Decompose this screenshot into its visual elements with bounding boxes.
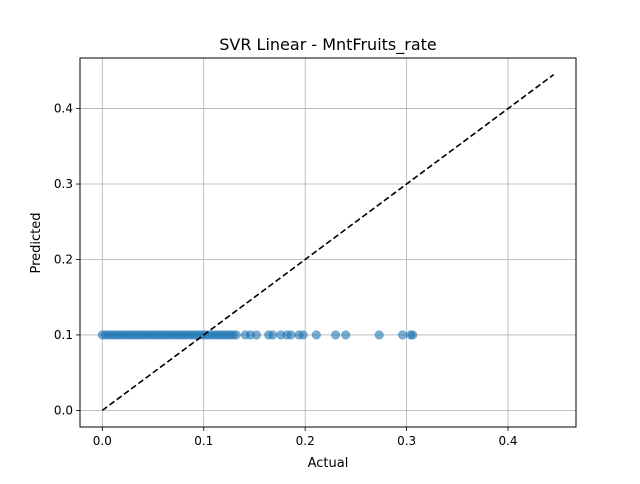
data-point (231, 330, 241, 340)
x-tick-label: 0.2 (296, 434, 315, 448)
reference-line (101, 73, 555, 412)
data-point (398, 330, 408, 340)
x-tick-label: 0.1 (194, 434, 213, 448)
data-point (331, 330, 341, 340)
y-tick-label: 0.3 (54, 177, 73, 191)
data-point (408, 330, 418, 340)
data-point (286, 330, 296, 340)
y-axis-ticks: 0.0 0.1 0.2 0.3 0.4 (54, 102, 80, 417)
y-tick-label: 0.1 (54, 328, 73, 342)
data-point (251, 330, 262, 340)
data-points (97, 330, 418, 340)
x-tick-label: 0.4 (498, 434, 517, 448)
data-point (374, 330, 384, 340)
y-tick-label: 0.2 (54, 252, 73, 266)
data-point (341, 330, 351, 340)
data-point (311, 330, 321, 340)
y-axis-label: Predicted (29, 212, 44, 273)
chart-title: SVR Linear - MntFruits_rate (219, 35, 437, 55)
y-tick-label: 0.0 (54, 403, 73, 417)
data-point (268, 330, 278, 340)
x-axis-label: Actual (308, 456, 349, 471)
data-point (298, 330, 308, 340)
x-axis-ticks: 0.0 0.1 0.2 0.3 0.4 (93, 427, 518, 448)
x-tick-label: 0.3 (397, 434, 416, 448)
x-tick-label: 0.0 (93, 434, 112, 448)
y-tick-label: 0.4 (54, 102, 73, 116)
plot-frame (79, 57, 577, 428)
